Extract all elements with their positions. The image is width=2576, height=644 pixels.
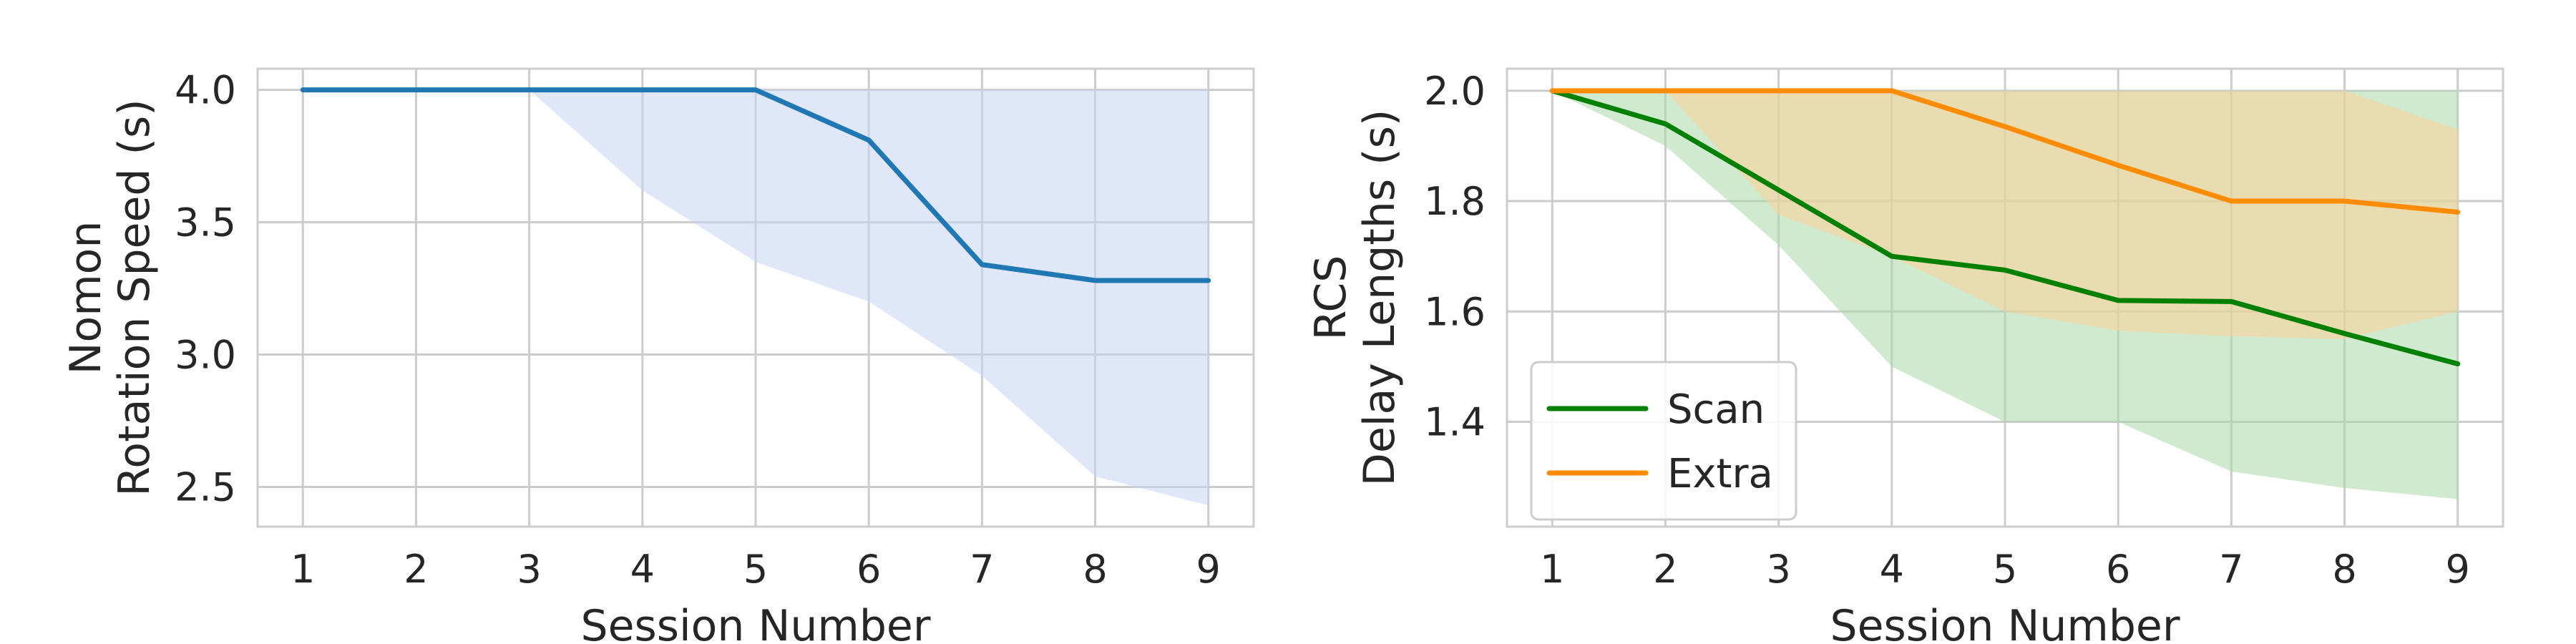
y-tick-label: 2.0	[1424, 69, 1485, 114]
confidence-band	[303, 89, 1209, 506]
y-axis-title-line: RCS	[1306, 255, 1356, 341]
x-tick-label: 8	[2332, 547, 2356, 592]
x-tick-label: 6	[2106, 547, 2130, 592]
x-tick-label: 3	[1766, 547, 1790, 592]
chart-panel-rcs: 1 2 3 4 5 6 7 8 9 1.4 1.6 1.8 2.0 Session Number RCSDe…	[1306, 67, 2504, 644]
x-tick-label: 9	[1196, 547, 1221, 592]
legend-box	[1530, 361, 1797, 521]
plot-frame	[256, 67, 1255, 528]
y-tick-label: 2.5	[175, 465, 236, 510]
y-tick-label: 3.5	[175, 200, 236, 245]
y-tick-label: 1.8	[1424, 179, 1485, 224]
x-tick-label: 3	[517, 547, 541, 592]
series-line-extra	[1549, 88, 2461, 215]
x-tick-label: 1	[1540, 547, 1564, 592]
x-axis-title: Session Number	[1830, 601, 2180, 644]
x-tick-label: 5	[1993, 547, 2017, 592]
series-line	[300, 87, 1211, 283]
x-tick-label: 2	[404, 547, 428, 592]
x-tick-label: 7	[2219, 547, 2243, 592]
y-tick-label: 1.6	[1424, 289, 1485, 334]
x-tick-label: 8	[1083, 547, 1107, 592]
confidence-band-extra	[1552, 90, 2458, 339]
y-axis-title-line: Delay Lengths (s)	[1355, 109, 1405, 487]
plot-frame	[1506, 67, 2504, 528]
x-axis-title: Session Number	[580, 601, 930, 644]
x-tick-label: 1	[291, 547, 315, 592]
legend-label-scan: Scan	[1667, 386, 1765, 433]
x-tick-label: 6	[857, 547, 881, 592]
x-tick-label: 9	[2446, 547, 2470, 592]
y-axis-title-line: Nomon	[61, 221, 111, 375]
y-axis-title-line: Rotation Speed (s)	[109, 99, 160, 496]
legend-label-extra: Extra	[1667, 451, 1773, 497]
x-tick-label: 7	[970, 547, 994, 592]
y-tick-label: 1.4	[1424, 399, 1485, 444]
chart-panel-nomon: 1 2 3 4 5 6 7 8 9 2.5 3.0 3.5 4.0 Session Number Nomon…	[61, 67, 1255, 644]
x-tick-label: 4	[1880, 547, 1904, 592]
series-line-scan	[1549, 88, 2461, 367]
y-tick-label: 3.0	[175, 333, 236, 378]
x-tick-label: 2	[1653, 547, 1677, 592]
y-tick-label: 4.0	[175, 68, 236, 113]
x-tick-label: 5	[743, 547, 768, 592]
x-tick-label: 4	[630, 547, 655, 592]
